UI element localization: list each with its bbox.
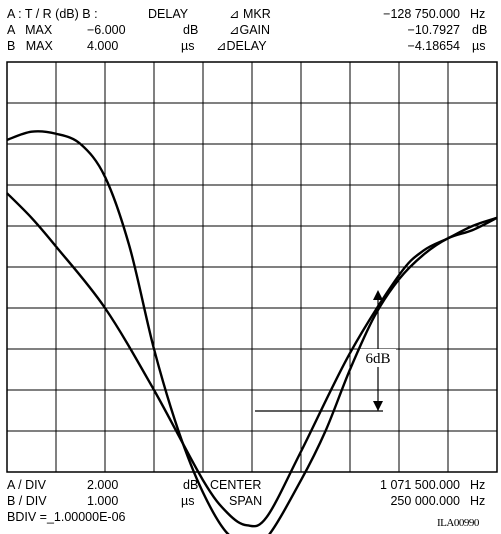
a-max-label: A MAX bbox=[7, 23, 53, 37]
center-label: CENTER bbox=[210, 478, 262, 492]
a-div-label: A / DIV bbox=[7, 478, 46, 492]
delta-delay-unit: µs bbox=[472, 39, 486, 53]
b-max-value: 4.000 bbox=[87, 39, 119, 53]
span-value: 250 000.000 bbox=[390, 494, 460, 508]
marker-unit: Hz bbox=[470, 7, 486, 21]
trace-a-line bbox=[6, 130, 498, 534]
delta-delay-value: −4.18654 bbox=[407, 39, 460, 53]
span-label: SPAN bbox=[229, 494, 263, 508]
trace-b-line bbox=[6, 192, 498, 528]
figure-id: ILA00990 bbox=[437, 517, 479, 529]
a-max-value: −6.000 bbox=[87, 23, 126, 37]
delta-delay-label: ⊿DELAY bbox=[216, 39, 267, 53]
grid bbox=[7, 62, 497, 472]
delta-gain-value: −10.7927 bbox=[407, 23, 460, 37]
a-div-unit: dB bbox=[183, 478, 199, 492]
header-title: A : T / R (dB) B : bbox=[7, 7, 98, 21]
b-div-label: B / DIV bbox=[7, 494, 47, 508]
a-max-unit: dB bbox=[183, 23, 199, 37]
b-div-value: 1.000 bbox=[87, 494, 119, 508]
b-max-label: B MAX bbox=[7, 39, 53, 53]
center-unit: Hz bbox=[470, 478, 486, 492]
traces bbox=[6, 130, 498, 534]
header-b-mode: DELAY bbox=[148, 7, 189, 21]
span-unit: Hz bbox=[470, 494, 486, 508]
annotation-arrow-up-icon bbox=[373, 290, 383, 300]
center-value: 1 071 500.000 bbox=[380, 478, 460, 492]
marker-value: −128 750.000 bbox=[383, 7, 460, 21]
a-div-value: 2.000 bbox=[87, 478, 119, 492]
b-div-unit: µs bbox=[181, 494, 195, 508]
six-db-annotation: 6dB bbox=[255, 290, 396, 412]
b-max-unit: µs bbox=[181, 39, 195, 53]
marker-label: ⊿ MKR bbox=[229, 7, 271, 21]
delta-gain-unit: dB bbox=[472, 23, 488, 37]
delta-gain-label: ⊿GAIN bbox=[229, 23, 271, 37]
annotation-label-bg bbox=[360, 349, 396, 367]
bdiv-label: BDIV =_1.00000E-06 bbox=[7, 510, 126, 524]
annotation-arrow-down-icon bbox=[373, 401, 383, 411]
annotation-label: 6dB bbox=[365, 351, 390, 367]
